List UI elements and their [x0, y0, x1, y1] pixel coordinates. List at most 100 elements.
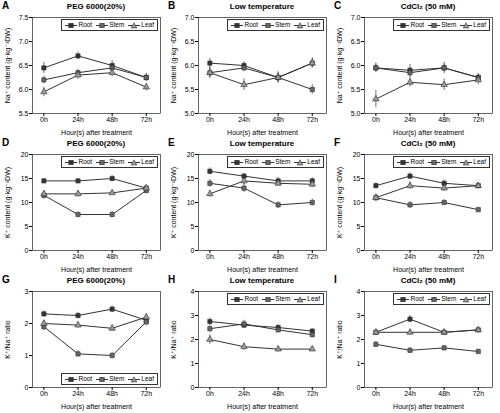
svg-text:K⁺/Na⁺ ratio: K⁺/Na⁺ ratio — [4, 320, 11, 359]
svg-text:1: 1 — [191, 360, 195, 367]
svg-text:3: 3 — [25, 288, 29, 295]
svg-text:Na⁺ content (g·kg⁻¹DW): Na⁺ content (g·kg⁻¹DW) — [4, 28, 12, 103]
svg-text:6.5: 6.5 — [351, 38, 361, 45]
svg-text:24h: 24h — [404, 116, 416, 123]
svg-text:24h: 24h — [404, 390, 416, 397]
svg-text:20: 20 — [21, 151, 29, 158]
svg-text:48h: 48h — [272, 390, 284, 397]
svg-text:48h: 48h — [272, 253, 284, 260]
svg-text:K⁺ content (g·kg⁻¹DW): K⁺ content (g·kg⁻¹DW) — [170, 167, 178, 238]
svg-text:0h: 0h — [40, 253, 48, 260]
svg-text:0h: 0h — [40, 116, 48, 123]
svg-text:5: 5 — [357, 223, 361, 230]
svg-text:5.0: 5.0 — [185, 110, 195, 117]
svg-text:3: 3 — [357, 312, 361, 319]
svg-text:24h: 24h — [238, 116, 250, 123]
svg-text:0h: 0h — [372, 253, 380, 260]
svg-text:10: 10 — [353, 199, 361, 206]
svg-text:7.0: 7.0 — [351, 14, 361, 21]
svg-text:0h: 0h — [206, 116, 214, 123]
svg-text:0: 0 — [25, 247, 29, 254]
svg-text:72h: 72h — [306, 390, 318, 397]
svg-text:1: 1 — [25, 352, 29, 359]
svg-text:20: 20 — [187, 151, 195, 158]
svg-text:5: 5 — [191, 223, 195, 230]
svg-text:Hour(s) after treatment: Hour(s) after treatment — [227, 266, 298, 274]
svg-text:20: 20 — [353, 151, 361, 158]
svg-text:K⁺ content (g·kg⁻¹DW): K⁺ content (g·kg⁻¹DW) — [336, 167, 344, 238]
svg-text:15: 15 — [187, 175, 195, 182]
svg-text:Na⁺ content (g·kg⁻¹DW): Na⁺ content (g·kg⁻¹DW) — [170, 28, 178, 103]
svg-text:0h: 0h — [206, 253, 214, 260]
svg-text:3: 3 — [191, 312, 195, 319]
svg-text:0h: 0h — [372, 390, 380, 397]
svg-text:Hour(s) after treatment: Hour(s) after treatment — [227, 129, 298, 137]
svg-text:48h: 48h — [438, 390, 450, 397]
svg-text:K⁺/Na⁺ ratio: K⁺/Na⁺ ratio — [336, 320, 343, 359]
svg-text:7.5: 7.5 — [19, 14, 29, 21]
svg-text:24h: 24h — [72, 390, 84, 397]
svg-text:2: 2 — [191, 336, 195, 343]
svg-text:0h: 0h — [206, 390, 214, 397]
svg-text:Na⁺ content (g·kg⁻¹DW): Na⁺ content (g·kg⁻¹DW) — [336, 28, 344, 103]
svg-text:15: 15 — [21, 175, 29, 182]
svg-text:Hour(s) after treatment: Hour(s) after treatment — [61, 266, 132, 274]
svg-text:6.5: 6.5 — [19, 62, 29, 69]
svg-text:4: 4 — [191, 288, 195, 295]
svg-text:0: 0 — [191, 247, 195, 254]
svg-text:5.5: 5.5 — [19, 110, 29, 117]
svg-text:0h: 0h — [372, 116, 380, 123]
svg-text:72h: 72h — [140, 390, 152, 397]
svg-text:4: 4 — [357, 288, 361, 295]
svg-text:48h: 48h — [106, 116, 118, 123]
svg-text:48h: 48h — [106, 253, 118, 260]
svg-text:48h: 48h — [272, 116, 284, 123]
svg-text:K⁺/Na⁺ ratio: K⁺/Na⁺ ratio — [170, 320, 177, 359]
svg-text:5.0: 5.0 — [351, 110, 361, 117]
svg-text:72h: 72h — [306, 116, 318, 123]
svg-text:6.0: 6.0 — [19, 86, 29, 93]
svg-text:6.5: 6.5 — [185, 38, 195, 45]
svg-text:K⁺ content (g·kg⁻¹DW): K⁺ content (g·kg⁻¹DW) — [4, 167, 12, 238]
svg-text:0: 0 — [191, 384, 195, 391]
svg-text:72h: 72h — [140, 253, 152, 260]
svg-text:72h: 72h — [472, 390, 484, 397]
svg-text:0h: 0h — [40, 390, 48, 397]
svg-text:10: 10 — [21, 199, 29, 206]
svg-text:72h: 72h — [306, 253, 318, 260]
svg-text:15: 15 — [353, 175, 361, 182]
svg-text:6.0: 6.0 — [351, 62, 361, 69]
svg-text:24h: 24h — [238, 253, 250, 260]
svg-text:5.5: 5.5 — [185, 86, 195, 93]
svg-text:72h: 72h — [472, 116, 484, 123]
svg-text:2: 2 — [357, 336, 361, 343]
svg-text:Hour(s) after treatment: Hour(s) after treatment — [227, 403, 298, 411]
svg-text:0: 0 — [357, 247, 361, 254]
svg-text:24h: 24h — [238, 390, 250, 397]
svg-text:24h: 24h — [72, 116, 84, 123]
svg-text:48h: 48h — [106, 390, 118, 397]
svg-text:24h: 24h — [404, 253, 416, 260]
svg-text:7.0: 7.0 — [19, 38, 29, 45]
svg-text:Hour(s) after treatment: Hour(s) after treatment — [393, 129, 464, 137]
html-text:Low temperature: Low temperature — [229, 2, 295, 11]
html-text:PEG 6000(20%): PEG 6000(20%) — [66, 2, 126, 11]
svg-text:1: 1 — [357, 360, 361, 367]
svg-text:Hour(s) after treatment: Hour(s) after treatment — [393, 403, 464, 411]
svg-text:Hour(s) after treatment: Hour(s) after treatment — [61, 403, 132, 411]
svg-text:Hour(s) after treatment: Hour(s) after treatment — [393, 266, 464, 274]
svg-text:48h: 48h — [438, 116, 450, 123]
svg-text:2: 2 — [25, 320, 29, 327]
svg-text:Hour(s) after treatment: Hour(s) after treatment — [61, 129, 132, 137]
svg-text:7.0: 7.0 — [185, 14, 195, 21]
svg-text:24h: 24h — [72, 253, 84, 260]
svg-text:0: 0 — [25, 384, 29, 391]
svg-text:5.5: 5.5 — [351, 86, 361, 93]
svg-text:10: 10 — [187, 199, 195, 206]
svg-text:6.0: 6.0 — [185, 62, 195, 69]
svg-text:0: 0 — [357, 384, 361, 391]
svg-text:72h: 72h — [472, 253, 484, 260]
svg-text:48h: 48h — [438, 253, 450, 260]
svg-text:72h: 72h — [140, 116, 152, 123]
svg-text:5: 5 — [25, 223, 29, 230]
